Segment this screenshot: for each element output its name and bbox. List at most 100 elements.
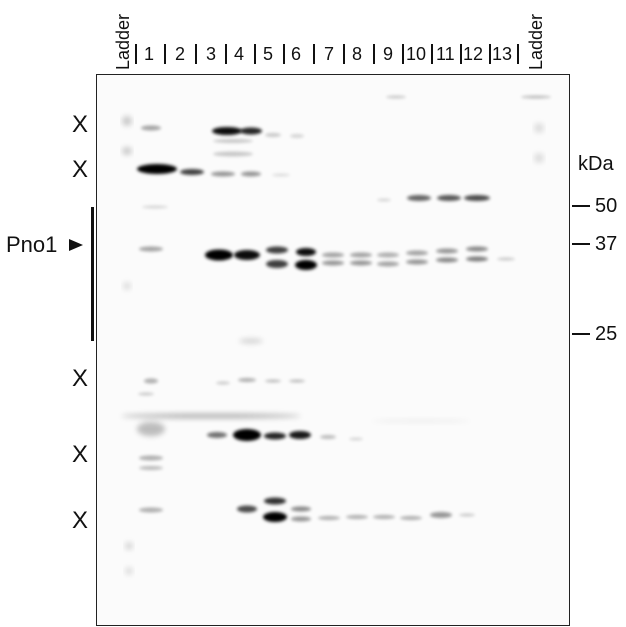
blot-band — [138, 392, 154, 396]
blot-band — [322, 252, 344, 258]
blot-band — [240, 127, 262, 135]
blot-band — [407, 195, 431, 201]
blot-band — [521, 95, 551, 99]
blot-band — [289, 379, 305, 383]
lane-separator — [195, 44, 197, 64]
lane-separator — [460, 44, 462, 64]
blot-band — [322, 260, 344, 266]
lane-separator — [313, 44, 315, 64]
blot-band — [534, 123, 544, 133]
blot-band — [238, 378, 256, 382]
blot-band — [291, 506, 311, 512]
blot-band — [234, 250, 260, 260]
blot-band — [377, 261, 399, 267]
blot-band — [123, 282, 131, 290]
blot-band — [430, 512, 452, 518]
blot-band — [263, 512, 287, 522]
blot-band — [122, 116, 132, 126]
blot-band — [296, 248, 316, 256]
blot-band — [318, 516, 340, 520]
blot-band — [139, 466, 163, 470]
lane-separator — [431, 44, 433, 64]
blot-band — [466, 246, 488, 252]
pno1-arrow-icon — [69, 239, 83, 251]
blot-band — [290, 134, 304, 138]
blot-band — [272, 173, 290, 177]
blot-band — [121, 414, 301, 418]
kda-unit-label: kDa — [578, 153, 614, 175]
pno1-bracket — [91, 207, 94, 341]
lane-separator — [402, 44, 404, 64]
lane-number: 5 — [263, 44, 274, 64]
lane-number: 2 — [175, 44, 186, 64]
blot-band — [265, 379, 281, 383]
marker-25-label: 25 — [595, 323, 618, 345]
blot-band — [497, 257, 515, 261]
blot-band — [211, 171, 235, 177]
blot-band — [137, 422, 165, 436]
blot-band — [205, 249, 233, 261]
lane-separator — [343, 44, 345, 64]
blot-band — [264, 497, 286, 505]
blot-band — [237, 505, 257, 513]
blot-band — [213, 151, 253, 157]
blot-band — [212, 127, 242, 135]
blot-band — [266, 260, 288, 268]
cross-marker-1: X — [72, 111, 89, 138]
blot-band — [137, 164, 177, 174]
blot-band — [406, 259, 428, 265]
blot-band — [239, 339, 263, 343]
blot-band — [377, 198, 391, 202]
blot-band — [139, 455, 163, 461]
blot-band — [466, 256, 488, 262]
lane-number: 11 — [436, 44, 455, 64]
marker-tick-50 — [572, 205, 590, 207]
cross-marker-2: X — [72, 156, 89, 183]
lane-separator — [164, 44, 166, 64]
marker-50-label: 50 — [595, 195, 618, 217]
blot-band — [144, 378, 158, 384]
blot-band — [265, 133, 281, 137]
marker-tick-25 — [572, 333, 590, 335]
blot-band — [141, 125, 161, 131]
cross-marker-3: X — [72, 365, 89, 392]
lane-separator — [283, 44, 285, 64]
blot-band — [534, 153, 544, 163]
blot-band — [233, 429, 261, 441]
blot-band — [122, 147, 132, 155]
lane-number: 13 — [492, 44, 513, 64]
blot-band — [264, 432, 286, 440]
blot-band — [180, 169, 204, 175]
cross-marker-5: X — [72, 507, 89, 534]
blot-band — [241, 171, 261, 177]
blot-band — [213, 139, 253, 143]
blot-band — [350, 260, 372, 266]
blot-band — [406, 250, 428, 256]
lane-number: 7 — [324, 44, 335, 64]
blot-band — [295, 260, 317, 270]
blot-band — [266, 246, 288, 254]
blot-band — [459, 513, 475, 517]
lane-separator — [373, 44, 375, 64]
lane-separator — [225, 44, 227, 64]
lane-separator — [489, 44, 491, 64]
blot-band — [371, 420, 471, 422]
blot-band — [139, 507, 163, 513]
blot-band — [289, 431, 311, 439]
lane-number: 9 — [383, 44, 394, 64]
blot-band — [464, 195, 490, 201]
blot-band — [349, 437, 363, 441]
blot-band — [436, 257, 458, 263]
blot-band — [320, 435, 336, 439]
blot-band — [436, 248, 458, 254]
lane-number: 8 — [352, 44, 363, 64]
lane-number: 3 — [206, 44, 217, 64]
blot-band — [350, 252, 372, 258]
blot-band — [377, 252, 399, 258]
lane-separator — [254, 44, 256, 64]
marker-37-label: 37 — [595, 233, 618, 255]
blot-band — [125, 567, 133, 575]
blot-band — [125, 542, 133, 550]
lane-number: 1 — [144, 44, 155, 64]
